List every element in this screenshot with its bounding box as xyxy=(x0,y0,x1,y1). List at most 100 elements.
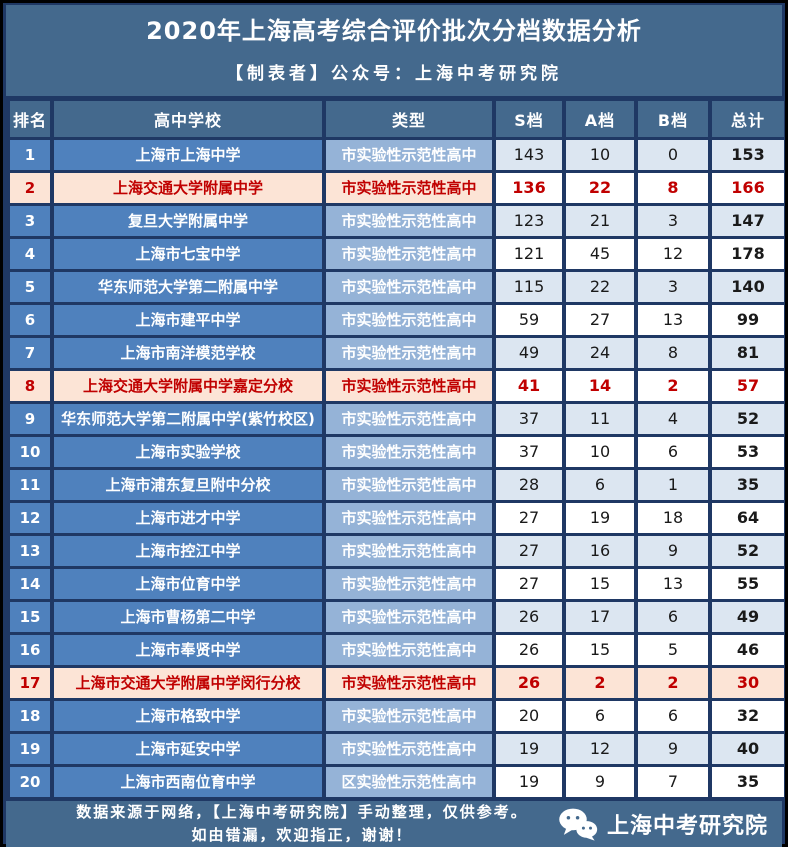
b-grade-cell: 18 xyxy=(638,502,708,533)
total-cell: 32 xyxy=(712,700,784,731)
a-grade-cell: 11 xyxy=(566,403,634,434)
rank-cell: 11 xyxy=(10,469,50,500)
footer-brand: 上海中考研究院 xyxy=(558,807,782,841)
type-cell: 市实验性示范性高中 xyxy=(326,403,492,434)
b-grade-cell: 2 xyxy=(638,667,708,698)
col-header-total: 总计 xyxy=(712,100,784,137)
table-row: 10 上海市实验学校 市实验性示范性高中 37 10 6 53 xyxy=(10,436,784,467)
a-grade-cell: 15 xyxy=(566,568,634,599)
table-row: 3 复旦大学附属中学 市实验性示范性高中 123 21 3 147 xyxy=(10,205,784,236)
b-grade-cell: 3 xyxy=(638,205,708,236)
table-row: 15 上海市曹杨第二中学 市实验性示范性高中 26 17 6 49 xyxy=(10,601,784,632)
s-grade-cell: 121 xyxy=(496,238,562,269)
total-cell: 40 xyxy=(712,733,784,764)
type-cell: 市实验性示范性高中 xyxy=(326,733,492,764)
school-cell: 上海市交通大学附属中学闵行分校 xyxy=(54,667,322,698)
total-cell: 46 xyxy=(712,634,784,665)
table-row: 2 上海交通大学附属中学 市实验性示范性高中 136 22 8 166 xyxy=(10,172,784,203)
s-grade-cell: 115 xyxy=(496,271,562,302)
total-cell: 166 xyxy=(712,172,784,203)
rank-cell: 13 xyxy=(10,535,50,566)
type-cell: 市实验性示范性高中 xyxy=(326,667,492,698)
a-grade-cell: 6 xyxy=(566,700,634,731)
a-grade-cell: 45 xyxy=(566,238,634,269)
school-cell: 上海市位育中学 xyxy=(54,568,322,599)
a-grade-cell: 2 xyxy=(566,667,634,698)
type-cell: 市实验性示范性高中 xyxy=(326,469,492,500)
school-cell: 上海交通大学附属中学 xyxy=(54,172,322,203)
s-grade-cell: 27 xyxy=(496,568,562,599)
table-row: 5 华东师范大学第二附属中学 市实验性示范性高中 115 22 3 140 xyxy=(10,271,784,302)
col-header-b: B档 xyxy=(638,100,708,137)
b-grade-cell: 0 xyxy=(638,139,708,170)
school-cell: 上海市控江中学 xyxy=(54,535,322,566)
rank-cell: 10 xyxy=(10,436,50,467)
rank-cell: 2 xyxy=(10,172,50,203)
score-table: 排名 高中学校 类型 S档 A档 B档 总计 1 上海市上海中学 市实验性示范性… xyxy=(6,98,788,800)
rank-cell: 7 xyxy=(10,337,50,368)
total-cell: 35 xyxy=(712,766,784,797)
col-header-a: A档 xyxy=(566,100,634,137)
col-header-type: 类型 xyxy=(326,100,492,137)
school-cell: 上海交通大学附属中学嘉定分校 xyxy=(54,370,322,401)
total-cell: 52 xyxy=(712,535,784,566)
a-grade-cell: 9 xyxy=(566,766,634,797)
total-cell: 64 xyxy=(712,502,784,533)
rank-cell: 8 xyxy=(10,370,50,401)
rank-cell: 5 xyxy=(10,271,50,302)
total-cell: 35 xyxy=(712,469,784,500)
rank-cell: 20 xyxy=(10,766,50,797)
a-grade-cell: 17 xyxy=(566,601,634,632)
type-cell: 市实验性示范性高中 xyxy=(326,634,492,665)
s-grade-cell: 26 xyxy=(496,667,562,698)
brand-name: 上海中考研究院 xyxy=(606,814,768,840)
s-grade-cell: 28 xyxy=(496,469,562,500)
b-grade-cell: 4 xyxy=(638,403,708,434)
school-cell: 上海市七宝中学 xyxy=(54,238,322,269)
rank-cell: 15 xyxy=(10,601,50,632)
type-cell: 市实验性示范性高中 xyxy=(326,238,492,269)
s-grade-cell: 41 xyxy=(496,370,562,401)
page-title: 2020年上海高考综合评价批次分档数据分析 xyxy=(146,17,642,45)
school-cell: 上海市浦东复旦附中分校 xyxy=(54,469,322,500)
a-grade-cell: 19 xyxy=(566,502,634,533)
type-cell: 市实验性示范性高中 xyxy=(326,271,492,302)
total-cell: 49 xyxy=(712,601,784,632)
school-cell: 上海市奉贤中学 xyxy=(54,634,322,665)
s-grade-cell: 19 xyxy=(496,733,562,764)
table-sheet: 2020年上海高考综合评价批次分档数据分析 【制表者】公众号：上海中考研究院 排… xyxy=(3,3,788,847)
school-cell: 上海市上海中学 xyxy=(54,139,322,170)
type-cell: 市实验性示范性高中 xyxy=(326,139,492,170)
table-row: 9 华东师范大学第二附属中学(紫竹校区) 市实验性示范性高中 37 11 4 5… xyxy=(10,403,784,434)
b-grade-cell: 5 xyxy=(638,634,708,665)
a-grade-cell: 27 xyxy=(566,304,634,335)
type-cell: 市实验性示范性高中 xyxy=(326,700,492,731)
school-cell: 上海市实验学校 xyxy=(54,436,322,467)
table-row: 7 上海市南洋模范学校 市实验性示范性高中 49 24 8 81 xyxy=(10,337,784,368)
s-grade-cell: 59 xyxy=(496,304,562,335)
type-cell: 市实验性示范性高中 xyxy=(326,601,492,632)
rank-cell: 14 xyxy=(10,568,50,599)
total-cell: 57 xyxy=(712,370,784,401)
table-row: 11 上海市浦东复旦附中分校 市实验性示范性高中 28 6 1 35 xyxy=(10,469,784,500)
s-grade-cell: 37 xyxy=(496,403,562,434)
a-grade-cell: 14 xyxy=(566,370,634,401)
school-cell: 华东师范大学第二附属中学 xyxy=(54,271,322,302)
rank-cell: 4 xyxy=(10,238,50,269)
type-cell: 市实验性示范性高中 xyxy=(326,337,492,368)
table-row: 12 上海市进才中学 市实验性示范性高中 27 19 18 64 xyxy=(10,502,784,533)
rank-cell: 6 xyxy=(10,304,50,335)
school-cell: 上海市建平中学 xyxy=(54,304,322,335)
school-cell: 华东师范大学第二附属中学(紫竹校区) xyxy=(54,403,322,434)
total-cell: 178 xyxy=(712,238,784,269)
type-cell: 市实验性示范性高中 xyxy=(326,436,492,467)
rank-cell: 18 xyxy=(10,700,50,731)
school-cell: 复旦大学附属中学 xyxy=(54,205,322,236)
b-grade-cell: 6 xyxy=(638,601,708,632)
a-grade-cell: 21 xyxy=(566,205,634,236)
school-cell: 上海市曹杨第二中学 xyxy=(54,601,322,632)
b-grade-cell: 1 xyxy=(638,469,708,500)
col-header-school: 高中学校 xyxy=(54,100,322,137)
rank-cell: 1 xyxy=(10,139,50,170)
